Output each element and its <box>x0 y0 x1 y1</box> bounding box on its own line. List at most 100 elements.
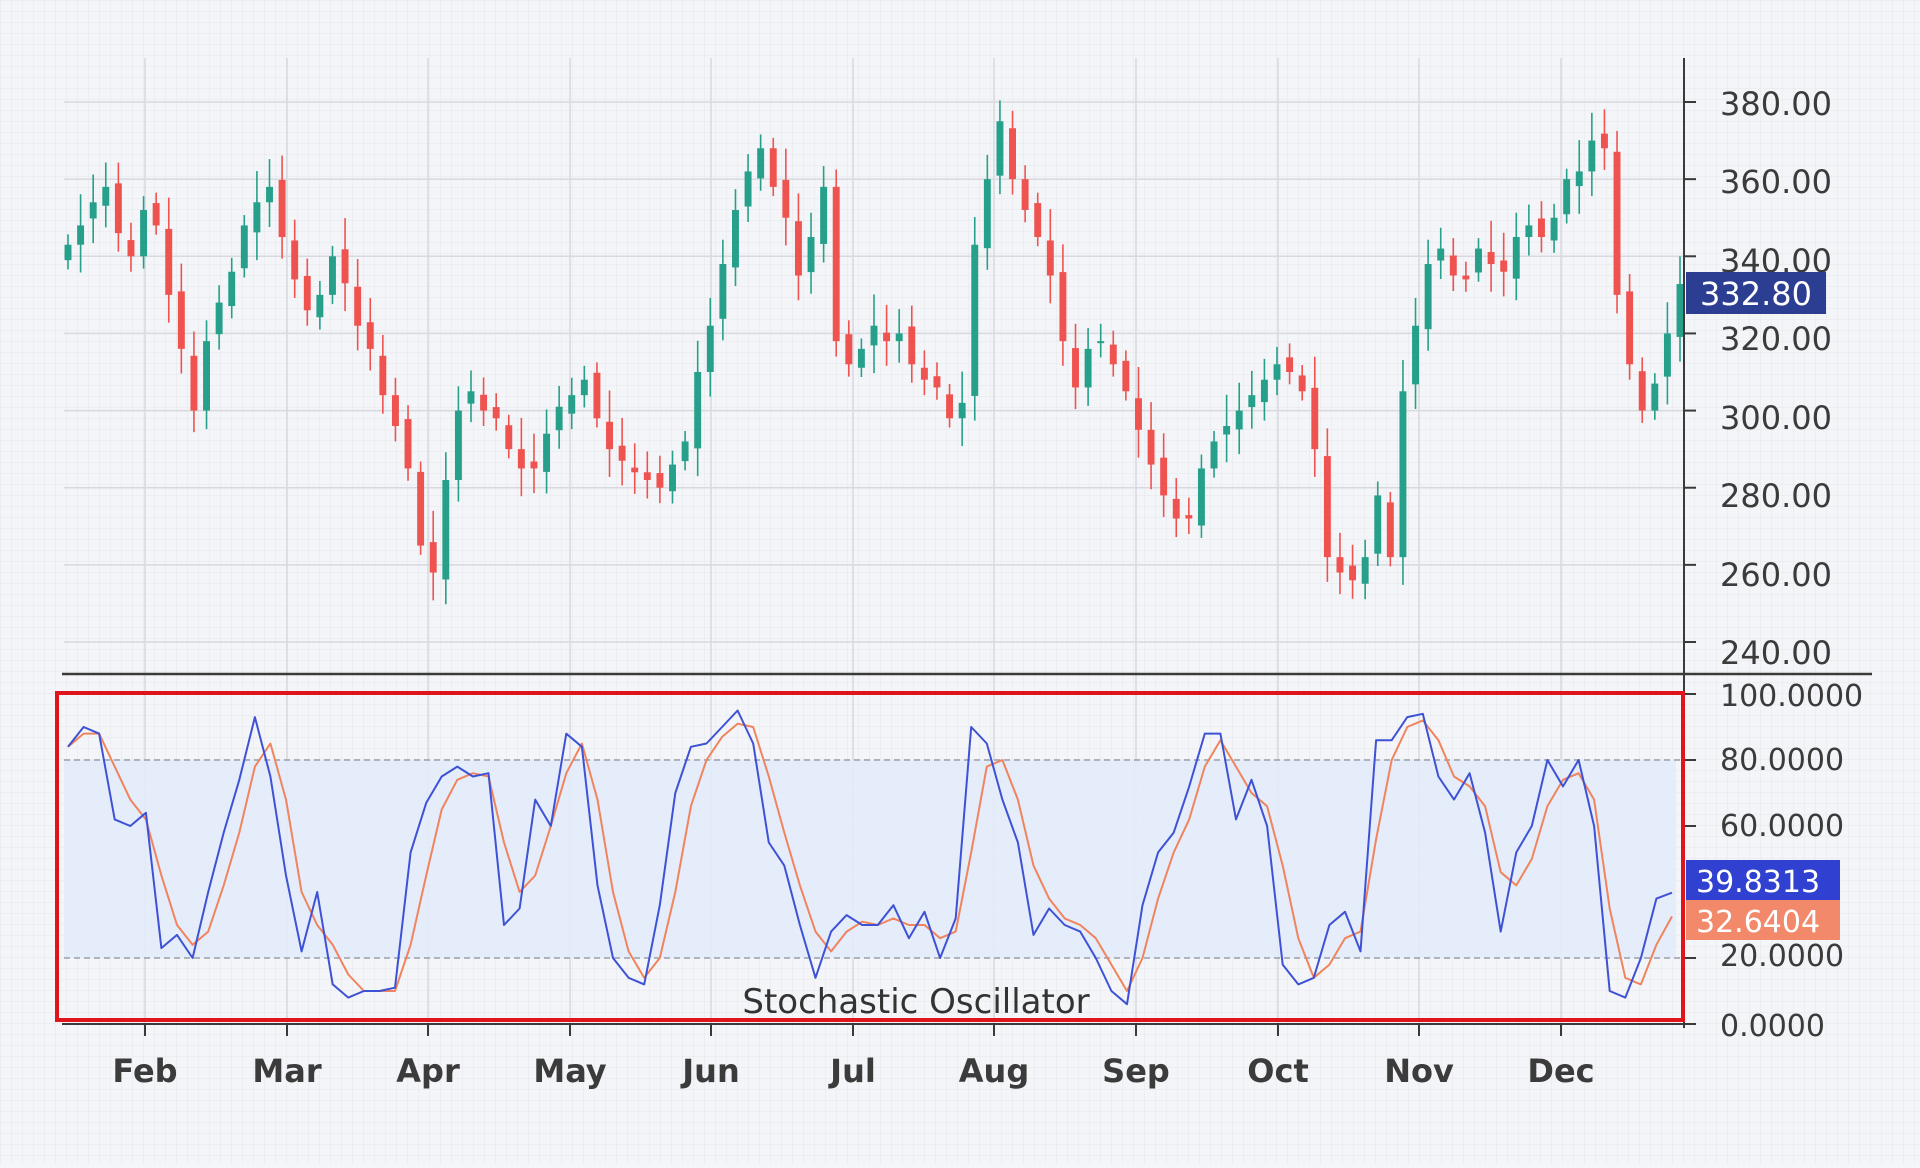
candle-body <box>782 179 790 218</box>
candle-body <box>1437 248 1445 261</box>
indicator-title: Stochastic Oscillator <box>742 982 1089 1022</box>
candle-body <box>1676 284 1684 337</box>
candle-body <box>114 183 122 234</box>
price-tick-label: 300.00 <box>1720 399 1832 437</box>
candle-body <box>1386 502 1394 558</box>
candle <box>114 162 122 252</box>
candle <box>631 443 639 494</box>
candle-body <box>1273 364 1281 380</box>
candle <box>140 196 148 269</box>
candle <box>555 385 563 449</box>
candle <box>89 174 97 244</box>
candle <box>391 377 399 442</box>
candle-body <box>228 271 236 307</box>
candle-body <box>505 425 513 450</box>
candle-body <box>140 210 148 257</box>
candle-body <box>291 240 299 280</box>
candle <box>190 331 198 433</box>
osc-tick-label: 100.0000 <box>1720 679 1863 714</box>
candle-body <box>1097 341 1105 344</box>
candle-body <box>883 332 891 342</box>
k-value-badge-bg <box>1686 860 1840 900</box>
price-tick-label: 280.00 <box>1720 477 1832 515</box>
candle <box>1059 244 1067 366</box>
candle-body <box>933 376 941 388</box>
candle-body <box>555 406 563 431</box>
candle <box>102 162 110 228</box>
candle-body <box>391 395 399 426</box>
candle-body <box>467 391 475 404</box>
candle <box>228 257 236 319</box>
candle-body <box>832 186 840 342</box>
candle <box>983 154 991 270</box>
candle-body <box>1072 348 1079 388</box>
osc-tick-label: 20.0000 <box>1720 939 1844 974</box>
candle-body <box>920 367 928 380</box>
candle-body <box>316 294 324 318</box>
candle-body <box>1298 375 1306 392</box>
candle <box>1437 227 1445 280</box>
candle <box>706 297 714 397</box>
candle <box>1172 478 1180 538</box>
candle-body <box>1185 515 1193 519</box>
month-label: Feb <box>112 1052 177 1090</box>
candle <box>127 222 135 272</box>
candle-body <box>303 275 311 311</box>
candle <box>454 386 462 502</box>
candle <box>1651 373 1659 420</box>
candle <box>203 320 210 430</box>
candle <box>366 297 374 371</box>
candle <box>971 216 979 421</box>
candle <box>794 193 802 301</box>
candle <box>807 212 815 294</box>
candle-body <box>1084 348 1092 388</box>
candle-body <box>870 325 878 346</box>
oscillator-lines <box>67 709 1673 1006</box>
candle-body <box>1575 171 1583 187</box>
k-value-badge: 39.8313 <box>1686 860 1840 900</box>
candle-body <box>1613 151 1621 295</box>
candle-body <box>1172 498 1180 519</box>
month-label: Mar <box>252 1052 321 1090</box>
price-tick-label: 240.00 <box>1720 634 1832 672</box>
candle <box>1009 110 1016 195</box>
candle <box>1626 274 1634 380</box>
axis-ticks <box>144 101 1696 1036</box>
candle-body <box>329 256 336 295</box>
candle-body <box>1135 398 1142 430</box>
candle <box>1487 220 1495 292</box>
candle-body <box>1500 260 1508 272</box>
candle <box>1424 239 1432 351</box>
price-tick-label: 380.00 <box>1720 85 1832 123</box>
candle-body <box>341 249 349 284</box>
candle-body <box>1399 391 1407 558</box>
candle-body <box>1260 379 1268 403</box>
candle-body <box>379 355 387 396</box>
candle <box>1160 433 1168 518</box>
candle <box>1084 328 1092 406</box>
candle-body <box>1462 275 1470 280</box>
candle-body <box>278 179 286 237</box>
candle-body <box>971 244 979 396</box>
oscillator-axis-labels: 100.0000 80.0000 60.0000 20.0000 0.0000 <box>1720 679 1863 1044</box>
candle <box>732 189 739 286</box>
candle-body <box>253 202 261 233</box>
candle <box>152 192 160 235</box>
month-label: Aug <box>959 1052 1029 1090</box>
candle-body <box>366 322 374 349</box>
candle-body <box>908 326 916 365</box>
candle-body <box>1248 395 1256 408</box>
d-value-badge: 32.6404 <box>1686 900 1840 940</box>
candle-body <box>1147 429 1155 465</box>
candle <box>240 215 248 278</box>
candle <box>946 383 954 428</box>
candle-body <box>1487 252 1495 264</box>
candle-body <box>958 402 966 419</box>
oscillator-highlight-box <box>55 691 1685 1022</box>
candle <box>1588 112 1596 197</box>
candle <box>1374 481 1382 567</box>
candle <box>278 155 286 259</box>
candle <box>908 305 916 383</box>
candle <box>1097 323 1105 358</box>
